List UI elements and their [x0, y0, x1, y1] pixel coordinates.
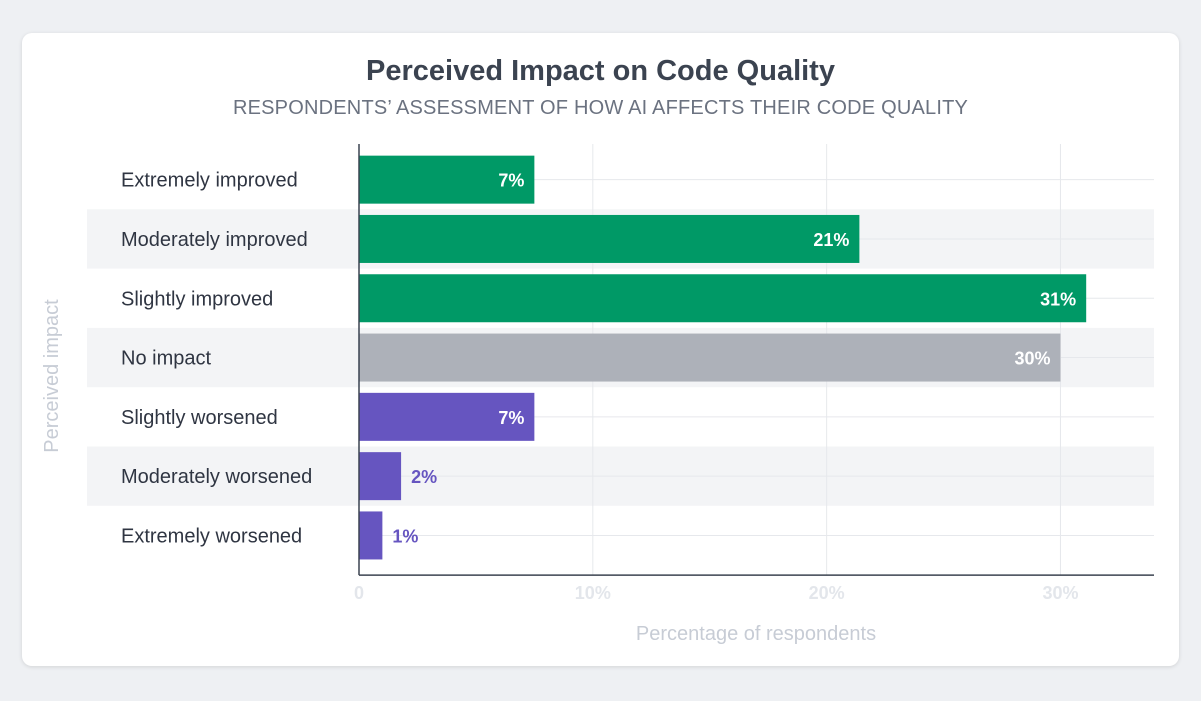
x-tick-label: 20%	[809, 583, 845, 603]
chart-title: Perceived Impact on Code Quality	[366, 55, 835, 87]
data-label: 2%	[411, 467, 437, 487]
category-label: Extremely improved	[121, 170, 298, 192]
data-label: 21%	[813, 230, 849, 250]
bar	[359, 274, 1087, 323]
data-label: 31%	[1040, 289, 1076, 309]
x-axis-title: Percentage of respondents	[636, 623, 876, 645]
data-label: 30%	[1014, 349, 1050, 369]
category-label: No impact	[121, 348, 211, 370]
y-axis-title: Perceived impact	[41, 299, 63, 453]
x-tick-label: 0	[354, 583, 364, 603]
x-tick-label: 30%	[1042, 583, 1078, 603]
chart-subtitle: RESPONDENTS’ ASSESSMENT OF HOW AI AFFECT…	[232, 97, 969, 119]
bar	[359, 392, 535, 441]
bar	[359, 333, 1061, 382]
bar	[359, 452, 402, 501]
data-label: 1%	[392, 526, 418, 546]
bar	[359, 214, 860, 263]
bar	[359, 511, 383, 560]
bar	[359, 155, 535, 204]
category-label: Extremely worsened	[121, 525, 302, 547]
data-label: 7%	[498, 408, 524, 428]
category-label: Moderately worsened	[121, 466, 312, 488]
x-tick-label: 10%	[575, 583, 611, 603]
category-label: Slightly improved	[121, 288, 273, 310]
category-label: Moderately improved	[121, 229, 308, 251]
data-label: 7%	[498, 171, 524, 191]
category-label: Slightly worsened	[121, 407, 278, 429]
